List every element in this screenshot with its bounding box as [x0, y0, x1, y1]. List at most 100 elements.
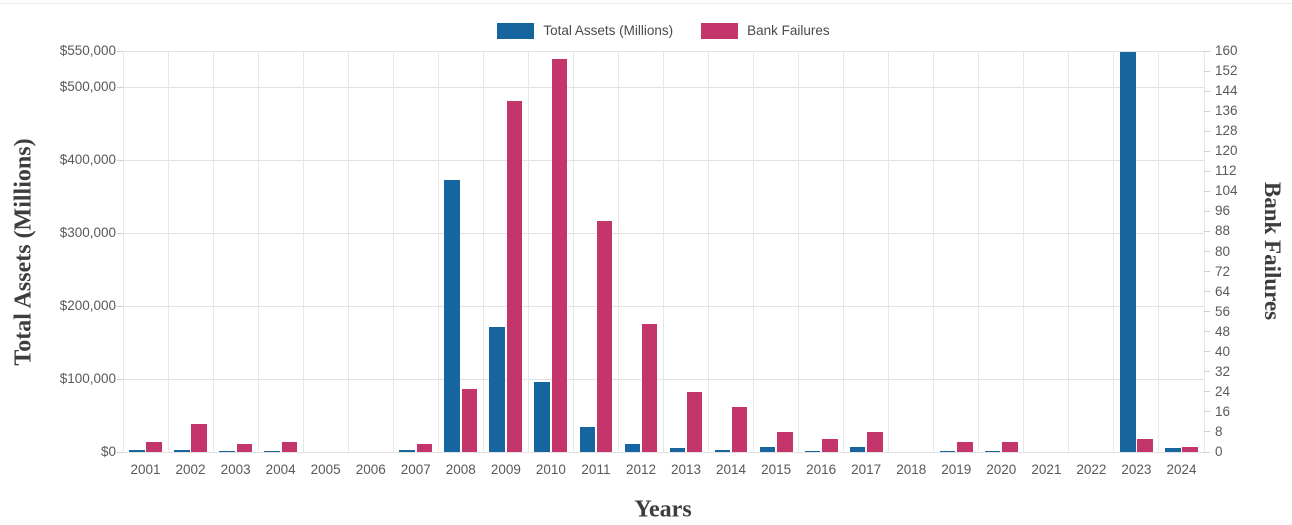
bar-bank-failures-2003[interactable]	[236, 444, 252, 452]
right-axis-tick-mark	[1204, 110, 1210, 112]
gridline-vertical	[527, 51, 529, 452]
x-axis-tick-label: 2002	[175, 462, 206, 477]
gridline-vertical	[572, 51, 574, 452]
bar-bank-failures-2004[interactable]	[281, 441, 298, 452]
top-divider	[0, 3, 1292, 4]
legend-item-total-assets[interactable]: Total Assets (Millions)	[497, 23, 673, 39]
gridline-vertical	[1113, 51, 1115, 452]
gridline-horizontal	[123, 451, 1204, 453]
bar-total-assets-2024[interactable]	[1165, 447, 1181, 452]
right-axis-tick-mark	[1204, 351, 1210, 353]
plot-area	[122, 50, 1205, 453]
left-axis-tick-label: $0	[100, 444, 116, 459]
bar-total-assets-2012[interactable]	[624, 443, 641, 452]
bar-total-assets-2009[interactable]	[489, 327, 505, 452]
x-axis-tick-label: 2021	[1031, 462, 1062, 477]
bar-bank-failures-2019[interactable]	[957, 441, 973, 452]
bar-bank-failures-2007[interactable]	[416, 444, 433, 452]
left-axis-tick-mark	[117, 378, 123, 380]
bar-bank-failures-2024[interactable]	[1182, 447, 1198, 452]
bar-bank-failures-2010[interactable]	[551, 58, 568, 452]
legend-item-bank-failures[interactable]: Bank Failures	[701, 23, 830, 39]
bar-total-assets-2017[interactable]	[849, 447, 866, 452]
bar-bank-failures-2009[interactable]	[506, 101, 523, 452]
bar-total-assets-2002[interactable]	[174, 450, 190, 452]
right-axis-tick-label: 104	[1215, 183, 1238, 199]
right-axis-tick-mark	[1204, 391, 1210, 393]
bar-total-assets-2010[interactable]	[534, 381, 550, 452]
bar-bank-failures-2011[interactable]	[596, 221, 613, 452]
gridline-vertical	[933, 51, 935, 452]
bar-bank-failures-2015[interactable]	[777, 431, 793, 452]
bar-total-assets-2016[interactable]	[804, 450, 821, 452]
bar-total-assets-2014[interactable]	[714, 449, 731, 452]
right-axis-tick-label: 64	[1215, 283, 1231, 299]
right-axis-tick-label: 120	[1215, 143, 1238, 159]
x-axis-tick-label: 2005	[310, 462, 341, 477]
bar-bank-failures-2012[interactable]	[641, 324, 658, 452]
x-axis-tick-label: 2004	[265, 462, 296, 477]
bar-bank-failures-2001[interactable]	[146, 441, 162, 452]
left-axis-tick-label: $100,000	[59, 371, 116, 387]
chart-legend: Total Assets (Millions) Bank Failures	[123, 21, 1204, 41]
gridline-vertical	[753, 51, 755, 452]
x-axis-tick-label: 2012	[625, 462, 656, 477]
left-axis-title: Total Assets (Millions)	[10, 138, 37, 366]
right-axis-tick-mark	[1204, 230, 1210, 232]
legend-item-label: Total Assets (Millions)	[543, 23, 674, 38]
right-axis-tick-label: 136	[1215, 103, 1238, 119]
bar-total-assets-2013[interactable]	[669, 447, 686, 452]
bar-total-assets-2019[interactable]	[939, 450, 956, 452]
legend-swatch-icon	[497, 23, 535, 39]
bar-bank-failures-2017[interactable]	[867, 431, 883, 452]
bar-total-assets-2004[interactable]	[264, 450, 280, 452]
right-axis-tick-label: 8	[1215, 423, 1223, 439]
right-axis-tick-mark	[1204, 190, 1210, 192]
bar-total-assets-2015[interactable]	[759, 447, 776, 452]
right-axis-tick-label: 96	[1215, 203, 1231, 219]
right-axis-tick-mark	[1204, 411, 1210, 413]
x-axis-tick-label: 2003	[220, 462, 251, 477]
bar-total-assets-2020[interactable]	[984, 450, 1001, 452]
gridline-vertical	[392, 51, 394, 452]
x-axis-tick-label: 2009	[490, 462, 521, 477]
gridline-vertical	[617, 51, 619, 452]
right-axis-tick-mark	[1204, 70, 1210, 72]
x-axis-tick-label: 2014	[716, 462, 747, 477]
bar-bank-failures-2016[interactable]	[822, 439, 838, 452]
right-axis-tick-mark	[1204, 431, 1210, 433]
left-axis-tick-mark	[117, 86, 123, 88]
bar-bank-failures-2002[interactable]	[191, 424, 207, 452]
gridline-vertical	[212, 51, 214, 452]
bar-bank-failures-2013[interactable]	[686, 391, 703, 452]
bar-bank-failures-2008[interactable]	[461, 389, 478, 452]
bar-bank-failures-2020[interactable]	[1002, 441, 1018, 452]
bar-bank-failures-2014[interactable]	[731, 406, 748, 452]
gridline-vertical	[257, 51, 259, 452]
bar-total-assets-2001[interactable]	[129, 450, 145, 452]
gridline-vertical	[1158, 51, 1160, 452]
bar-total-assets-2007[interactable]	[399, 450, 415, 452]
bar-total-assets-2023[interactable]	[1120, 51, 1136, 452]
right-axis-tick-label: 32	[1215, 363, 1231, 379]
bar-total-assets-2011[interactable]	[579, 426, 596, 452]
x-axis-tick-label: 2019	[941, 462, 972, 477]
x-axis-tick-label: 2001	[130, 462, 161, 477]
x-axis-tick-label: 2006	[355, 462, 386, 477]
left-axis-tick-mark	[117, 232, 123, 234]
right-axis-tick-label: 0	[1215, 444, 1223, 459]
bar-total-assets-2003[interactable]	[219, 450, 235, 452]
x-axis-tick-label: 2010	[535, 462, 566, 477]
right-axis-tick-mark	[1204, 331, 1210, 333]
bar-bank-failures-2023[interactable]	[1137, 439, 1153, 452]
right-axis-tick-mark	[1204, 311, 1210, 313]
x-axis-tick-label: 2018	[896, 462, 927, 477]
legend-swatch-icon	[701, 23, 739, 39]
right-axis-tick-mark	[1204, 451, 1210, 453]
x-axis-tick-label: 2024	[1166, 462, 1197, 477]
right-axis-tick-mark	[1204, 251, 1210, 252]
gridline-vertical	[302, 51, 304, 452]
right-axis-tick-label: 40	[1215, 343, 1231, 359]
right-axis-title: Bank Failures	[1260, 181, 1285, 321]
bar-total-assets-2008[interactable]	[444, 179, 460, 452]
